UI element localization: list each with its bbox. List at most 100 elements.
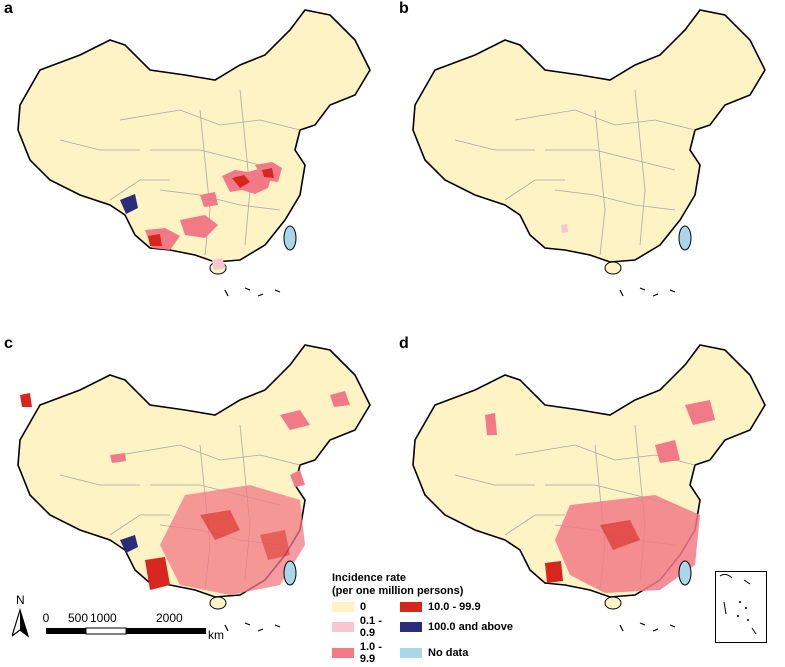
province-border bbox=[59, 474, 140, 486]
region-sw-red-d bbox=[545, 561, 563, 583]
province-border bbox=[545, 149, 676, 171]
scale-bar: 0 500 1000 2000 km bbox=[40, 611, 240, 662]
region-ne-pink-d bbox=[685, 400, 715, 425]
hotspot-south bbox=[180, 215, 218, 238]
legend-swatch bbox=[332, 648, 354, 658]
hainan-island bbox=[604, 596, 622, 610]
province-border bbox=[594, 109, 606, 256]
inset-map-icon bbox=[719, 573, 757, 635]
province-border bbox=[634, 89, 646, 246]
south-sea-island bbox=[224, 624, 229, 632]
scale-tick: 0 bbox=[43, 612, 50, 625]
region-ne-pink bbox=[280, 410, 310, 430]
south-sea-island bbox=[244, 622, 251, 626]
legend-swatch bbox=[400, 602, 422, 612]
region-west-pink bbox=[110, 453, 126, 463]
hotspot-sw-dark bbox=[148, 234, 162, 246]
scale-tick: 1000 bbox=[90, 612, 117, 625]
hainan-island bbox=[604, 261, 622, 275]
region-mid-red-d bbox=[600, 520, 640, 550]
map-panel-b: b bbox=[395, 0, 785, 330]
legend-swatch bbox=[332, 622, 354, 632]
south-sea-island bbox=[244, 287, 251, 291]
hotspot-tibet-border bbox=[120, 194, 138, 214]
province-border bbox=[119, 444, 301, 466]
panel-label-b: b bbox=[399, 0, 409, 17]
province-border bbox=[119, 109, 301, 131]
legend-item: 10.0 - 99.9 bbox=[400, 601, 530, 613]
province-border bbox=[454, 139, 535, 151]
legend-label: 1.0 - 9.9 bbox=[359, 641, 382, 665]
south-sea-island bbox=[274, 624, 281, 628]
south-sea-island bbox=[619, 624, 624, 632]
province-border bbox=[109, 514, 170, 536]
province-border bbox=[59, 139, 140, 151]
china-map-d bbox=[412, 344, 766, 632]
china-map-c bbox=[17, 344, 371, 632]
region-nw-pink-d bbox=[485, 413, 497, 435]
region-coast-pink bbox=[290, 470, 305, 487]
south-sea-island bbox=[669, 289, 676, 293]
taiwan-island bbox=[283, 560, 297, 586]
south-sea-island bbox=[619, 289, 624, 297]
legend-items: 0 10.0 - 99.9 0.1 - 0.9 100.0 and above … bbox=[332, 601, 582, 665]
scale-tick: 2000 bbox=[156, 612, 183, 625]
scale-tick: 500 bbox=[68, 612, 88, 625]
legend-label: No data bbox=[428, 647, 469, 659]
legend: Incidence rate (per one million persons)… bbox=[332, 572, 582, 665]
province-border bbox=[514, 109, 696, 131]
province-border bbox=[504, 514, 565, 536]
legend-label: 100.0 and above bbox=[428, 621, 513, 633]
legend-item: 0 bbox=[332, 601, 400, 613]
hainan-island bbox=[209, 596, 227, 610]
south-sea-island bbox=[669, 624, 676, 628]
region-mid-red bbox=[200, 510, 240, 540]
legend-title-line2: (per one million persons) bbox=[332, 585, 464, 597]
south-china-sea-inset bbox=[715, 571, 767, 643]
legend-label: 10.0 - 99.9 bbox=[428, 601, 481, 613]
china-land bbox=[412, 9, 766, 263]
legend-item: 1.0 - 9.9 bbox=[332, 641, 400, 665]
scale-unit: km bbox=[208, 628, 224, 642]
hotspot-small-sw bbox=[561, 224, 568, 233]
legend-title-line1: Incidence rate bbox=[332, 572, 406, 584]
province-border bbox=[454, 474, 535, 486]
north-label: N bbox=[16, 593, 25, 607]
map-panel-d: d bbox=[395, 335, 785, 665]
map-panel-c: c bbox=[0, 335, 390, 665]
legend-item: 0.1 - 0.9 bbox=[332, 615, 400, 639]
province-border bbox=[554, 189, 676, 211]
region-navy-sw bbox=[120, 535, 138, 553]
hotspot-mid bbox=[200, 192, 218, 207]
hotspot-hainan bbox=[212, 258, 226, 270]
legend-label: 0 bbox=[360, 601, 367, 613]
south-sea-island bbox=[257, 293, 264, 297]
legend-swatch bbox=[400, 648, 422, 658]
south-sea-island bbox=[224, 289, 229, 297]
province-border bbox=[504, 179, 565, 201]
south-sea-island bbox=[639, 287, 646, 291]
china-map-b bbox=[412, 9, 766, 297]
legend-label: 0.1 - 0.9 bbox=[359, 615, 382, 639]
south-sea-island bbox=[257, 628, 264, 632]
legend-item: 100.0 and above bbox=[400, 615, 530, 639]
south-sea-island bbox=[274, 289, 281, 293]
region-east-red bbox=[260, 530, 290, 560]
south-sea-island bbox=[652, 293, 659, 297]
hotspot-central-dark bbox=[232, 175, 250, 188]
province-border bbox=[239, 89, 251, 246]
china-map-a bbox=[17, 9, 371, 297]
map-panel-a: a bbox=[0, 0, 390, 330]
panel-label-c: c bbox=[4, 335, 13, 352]
region-ne2-pink bbox=[330, 391, 350, 407]
north-arrow-icon: N bbox=[12, 593, 30, 638]
taiwan-island bbox=[678, 560, 692, 586]
province-border bbox=[159, 189, 281, 211]
hotspot-east-dark bbox=[262, 168, 274, 178]
scale-bar-graphic: 0 500 1000 2000 km bbox=[43, 611, 224, 642]
region-sw-red bbox=[145, 557, 170, 590]
taiwan-island bbox=[283, 225, 297, 251]
legend-item: No data bbox=[400, 641, 530, 665]
region-wide-pink bbox=[160, 485, 305, 595]
panel-label-d: d bbox=[399, 335, 409, 352]
